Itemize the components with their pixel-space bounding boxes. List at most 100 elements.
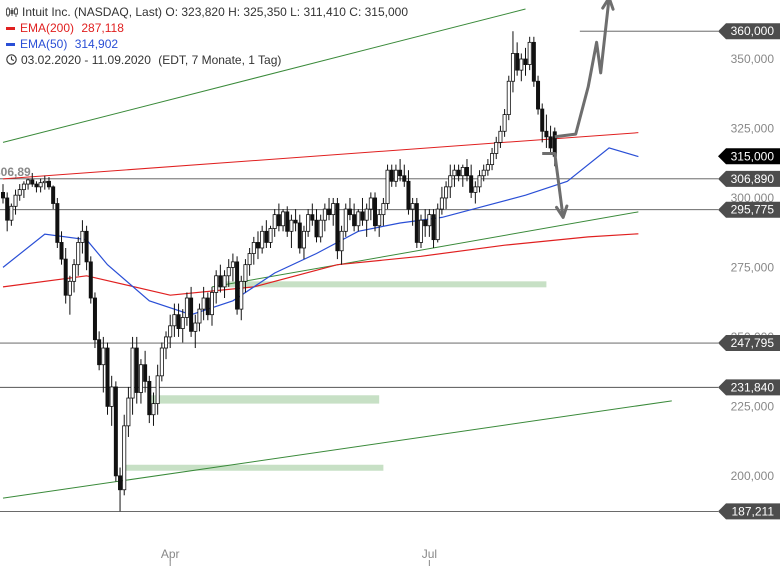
y-tick-label-6: 350,000: [731, 52, 775, 66]
candle-5: [21, 181, 26, 198]
candle-37: [155, 364, 160, 415]
candle-21: [88, 256, 93, 304]
candle-body: [460, 166, 465, 177]
candle-body: [490, 153, 495, 166]
x-axis: Apr Jul: [161, 547, 437, 566]
candle-33: [138, 359, 143, 404]
candle-body: [381, 203, 386, 216]
candle-body: [113, 386, 118, 477]
candle-body: [398, 169, 403, 177]
level-tag-0-bg: [718, 23, 780, 40]
candle-body: [473, 186, 478, 193]
candle-69: [289, 214, 294, 248]
candle-1: [5, 192, 10, 232]
candle-89: [373, 192, 378, 232]
candle-body: [427, 214, 432, 227]
x-tick-label-0: Apr: [161, 547, 180, 561]
candle-131: [548, 125, 553, 154]
candle-125: [523, 47, 528, 76]
horizontal-levels: [0, 30, 718, 512]
scenario-down-arrow: [542, 152, 565, 218]
candle-body: [84, 230, 89, 263]
candle-111: [464, 159, 469, 182]
candle-body: [88, 261, 93, 299]
ema-lines: [2, 147, 639, 316]
candle-body: [80, 230, 85, 243]
trendline-lower-channel: [2, 400, 672, 499]
candle-body: [519, 58, 524, 71]
candle-body: [9, 205, 14, 221]
candle-73: [306, 209, 311, 237]
candle-118: [494, 136, 499, 160]
candle-body: [343, 208, 348, 232]
candle-108: [452, 164, 457, 187]
level-tag-5: 187,211: [718, 503, 780, 520]
candle-body: [310, 214, 315, 221]
level-tag-3-bg: [718, 335, 780, 352]
scenario-down-arrow-head: [555, 204, 569, 219]
candle-95: [398, 159, 403, 182]
candle-59: [247, 247, 252, 276]
candle-35: [147, 375, 152, 424]
candle-body: [176, 314, 181, 329]
candle-body: [322, 208, 327, 221]
candle-30: [126, 386, 131, 437]
candle-104: [435, 203, 440, 243]
candle-body: [306, 214, 311, 232]
candle-body: [55, 203, 60, 243]
candle-80: [335, 197, 340, 260]
ema50-line: [2, 147, 639, 316]
candle-body: [536, 80, 541, 110]
candle-body: [143, 364, 148, 382]
candle-29: [122, 414, 127, 496]
candle-body: [393, 169, 398, 182]
candle-123: [515, 42, 520, 76]
candle-61: [255, 231, 260, 260]
candlestick-chart-icon: [6, 7, 18, 17]
candle-113: [473, 181, 478, 204]
candle-body: [247, 253, 252, 266]
candle-109: [456, 164, 461, 182]
candle-body: [331, 203, 336, 216]
candle-121: [506, 75, 511, 121]
candle-55: [230, 253, 235, 282]
candle-body: [314, 219, 319, 238]
candle-body: [281, 211, 286, 227]
candle-63: [264, 220, 269, 248]
candle-body: [389, 169, 394, 182]
level-tag-3: 247,795: [718, 335, 780, 352]
candle-body: [481, 169, 486, 177]
candle-body: [385, 169, 390, 204]
candle-107: [448, 164, 453, 198]
candle-body: [72, 264, 77, 282]
candle-body: [147, 380, 152, 416]
ema200-line: [2, 233, 639, 296]
candle-body: [402, 175, 407, 182]
candle-body: [159, 347, 164, 377]
candle-body: [122, 425, 127, 491]
candle-body: [59, 242, 64, 260]
candle-92: [385, 164, 390, 210]
candle-body: [118, 475, 123, 491]
candle-43: [180, 309, 185, 343]
candle-68: [285, 206, 290, 237]
candle-93: [389, 164, 394, 187]
candle-body: [289, 219, 294, 232]
candle-body: [26, 179, 31, 185]
candle-110: [460, 164, 465, 187]
scenario-up-arrow-head: [601, 0, 615, 11]
support-zone-1: [149, 395, 380, 404]
candle-body: [327, 208, 332, 216]
candle-97: [406, 170, 411, 215]
candle-body: [218, 275, 223, 288]
candle-45: [189, 286, 194, 337]
trendline-upper-channel: [2, 8, 526, 143]
candle-91: [381, 197, 386, 226]
candle-body: [230, 261, 235, 268]
candle-82: [343, 203, 348, 237]
candle-body: [410, 203, 415, 210]
level-tag-1-text: 306,890: [731, 172, 775, 186]
ema50-swatch: [6, 43, 15, 47]
candle-27: [113, 381, 118, 482]
candle-body: [138, 364, 143, 393]
